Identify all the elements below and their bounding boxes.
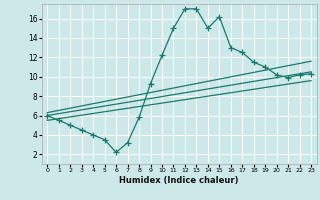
X-axis label: Humidex (Indice chaleur): Humidex (Indice chaleur) (119, 176, 239, 185)
